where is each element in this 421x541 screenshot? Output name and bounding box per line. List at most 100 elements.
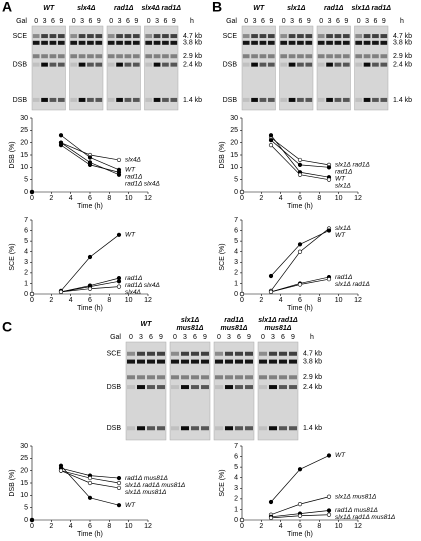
gel-band — [259, 40, 267, 45]
time-label: 6 — [126, 18, 130, 25]
gel-band — [269, 385, 277, 390]
y-tick-label: 3 — [234, 485, 238, 492]
time-label: 9 — [172, 18, 176, 25]
gel-band — [201, 351, 209, 356]
point — [297, 157, 303, 163]
gel-band — [87, 40, 94, 45]
y-tick-label: 2 — [24, 270, 28, 277]
gel-band — [326, 62, 333, 67]
gel-band — [78, 62, 86, 67]
size-label: 2.9 kb — [303, 374, 322, 381]
gel-band — [334, 97, 342, 102]
series-label: rad1Δ slx4Δ — [125, 282, 160, 289]
y-tick-label: 25 — [20, 127, 28, 134]
gel-band — [305, 97, 313, 102]
gel-band — [157, 426, 165, 431]
gel-band — [145, 34, 153, 39]
y-axis-label: DSB (%) — [9, 141, 16, 168]
y-tick-label: 3 — [234, 259, 238, 266]
series-label: rad1Δ mus81Δ — [125, 475, 168, 482]
gel-band — [132, 97, 140, 102]
gel-band — [147, 385, 155, 390]
point — [297, 172, 303, 177]
x-tick-label: 6 — [298, 297, 302, 304]
lane-label: mus81Δ — [177, 325, 204, 332]
gel-band — [380, 40, 388, 45]
point — [268, 289, 274, 294]
time-label: 9 — [382, 18, 386, 25]
gel-band — [32, 97, 40, 102]
time-label: 9 — [203, 334, 207, 341]
point — [87, 475, 93, 481]
band-label: DSB — [13, 97, 28, 104]
gel-band — [70, 40, 78, 45]
gel-band — [289, 385, 297, 390]
gel-band — [267, 97, 275, 102]
band-label: SCE — [13, 33, 28, 40]
gel-band — [171, 385, 179, 390]
gel-band — [279, 375, 287, 380]
point — [326, 512, 332, 517]
gel-band — [225, 359, 233, 364]
gel-band — [32, 54, 40, 59]
gel-band — [132, 40, 140, 45]
point — [326, 277, 332, 282]
y-tick-label: 0 — [234, 189, 238, 196]
gel-band — [317, 62, 325, 67]
gel-band — [279, 385, 287, 390]
gel-band — [162, 97, 169, 102]
gel-band — [326, 40, 333, 45]
gel-band — [171, 359, 179, 364]
gel-band — [57, 97, 65, 102]
lane-label: slx1Δ — [181, 317, 200, 324]
gal-label: Gal — [16, 18, 27, 25]
series-label: WT — [125, 502, 136, 509]
gel-band — [171, 426, 179, 431]
gel-band — [145, 62, 153, 67]
time-unit: h — [190, 18, 194, 25]
gel-band — [342, 40, 350, 45]
point — [326, 165, 332, 170]
gel-band — [49, 97, 57, 102]
gel-band — [201, 375, 209, 380]
point — [268, 273, 274, 279]
time-label: 3 — [155, 18, 159, 25]
gel-band — [157, 351, 165, 356]
gel-band — [215, 359, 223, 364]
gel-band — [201, 426, 209, 431]
y-axis-label: DSB (%) — [9, 469, 16, 496]
gel-band — [107, 97, 115, 102]
point — [87, 495, 93, 500]
x-tick-label: 2 — [49, 297, 53, 304]
gel-band — [334, 40, 342, 45]
point — [326, 494, 332, 499]
time-label: 6 — [51, 18, 55, 25]
gel-band — [372, 62, 379, 67]
time-label: 6 — [373, 18, 377, 25]
gel-band — [235, 375, 243, 380]
y-tick-label: 0 — [24, 291, 28, 298]
point — [297, 249, 303, 254]
point — [87, 254, 93, 260]
series-label: slx1Δ rad1Δ mus81Δ — [335, 514, 395, 521]
y-tick-label: 20 — [20, 140, 28, 147]
size-label: 4.7 kb — [183, 33, 202, 40]
y-tick-label: 7 — [234, 443, 238, 450]
x-tick-label: 8 — [107, 195, 111, 202]
series-label: slx1Δ mus81Δ — [335, 493, 376, 500]
y-tick-label: 4 — [24, 249, 28, 256]
gel-band — [201, 359, 209, 364]
gel-band — [342, 62, 350, 67]
gel-band — [288, 54, 296, 59]
gel-band — [245, 375, 253, 380]
lane-label: slx1Δ — [287, 5, 306, 12]
y-tick-label: 6 — [24, 227, 28, 234]
gel-band — [107, 62, 115, 67]
gel-band — [279, 359, 287, 364]
gel-band — [363, 34, 371, 39]
series-label: WT — [125, 232, 136, 239]
gel-band — [181, 351, 189, 356]
gel-band — [170, 62, 178, 67]
gel-band — [124, 34, 132, 39]
point — [116, 485, 122, 491]
